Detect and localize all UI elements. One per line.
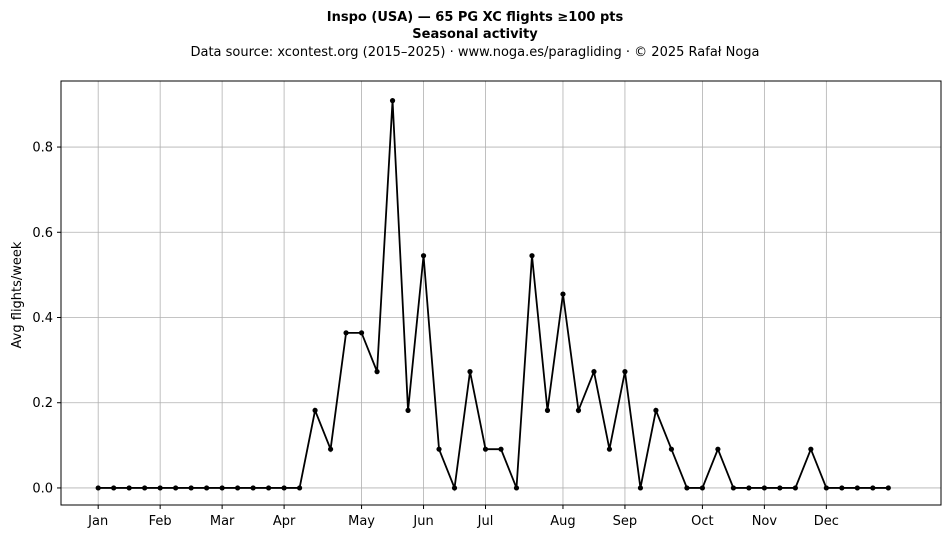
data-point: [482, 446, 489, 452]
data-point: [746, 485, 752, 491]
series-layer: [95, 98, 891, 492]
data-point: [777, 485, 783, 491]
data-point: [870, 485, 876, 491]
data-point: [668, 446, 675, 452]
data-point: [792, 485, 798, 491]
data-point: [591, 369, 597, 375]
data-point: [761, 485, 767, 491]
y-tick-label: 0.8: [32, 141, 53, 156]
y-tick-label: 0.4: [32, 311, 53, 326]
x-tick-label: Oct: [691, 514, 713, 529]
chart-title-line2: Seasonal activity: [412, 27, 538, 42]
data-point: [730, 485, 736, 491]
data-point: [405, 407, 411, 413]
data-point: [622, 369, 628, 375]
grid: [61, 81, 941, 505]
data-point: [575, 407, 582, 413]
data-point: [653, 407, 659, 413]
data-point: [266, 485, 272, 491]
data-point: [126, 485, 132, 491]
data-point: [529, 253, 535, 259]
y-axis-label: Avg flights/week: [10, 241, 25, 348]
data-point: [684, 485, 690, 491]
data-point: [111, 485, 117, 491]
data-point: [637, 485, 644, 491]
x-tick-label: Jun: [412, 514, 433, 529]
data-point: [544, 407, 551, 413]
chart-subtitle: Data source: xcontest.org (2015–2025) · …: [190, 45, 759, 60]
data-point: [296, 485, 303, 491]
data-point: [374, 369, 380, 375]
plot-frame: [60, 80, 942, 506]
x-tick-label: Feb: [149, 514, 172, 529]
data-point: [327, 446, 334, 452]
x-tick-label: Nov: [752, 514, 778, 529]
data-point: [389, 98, 396, 104]
x-tick-label: Dec: [814, 514, 839, 529]
x-tick-label: Mar: [210, 514, 235, 529]
x-tick-label: Jul: [477, 514, 494, 529]
data-point: [808, 446, 814, 452]
y-tick-label: 0.6: [32, 226, 53, 241]
data-point: [606, 446, 613, 452]
data-point: [250, 485, 256, 491]
chart-title-line1: Inspo (USA) — 65 PG XC flights ≥100 pts: [327, 10, 624, 25]
data-point: [467, 369, 473, 375]
data-point: [699, 485, 706, 491]
data-point: [560, 291, 566, 297]
data-point: [343, 330, 349, 336]
x-tick-label: Apr: [273, 514, 296, 529]
data-point: [312, 407, 318, 413]
data-point: [823, 485, 829, 491]
data-point: [451, 485, 458, 491]
data-point: [173, 485, 179, 491]
data-point: [498, 446, 504, 452]
data-point: [436, 446, 442, 452]
data-point: [95, 485, 101, 491]
data-point: [358, 330, 365, 336]
data-point: [420, 253, 427, 259]
data-point: [204, 485, 210, 491]
x-tick-label: Sep: [613, 514, 638, 529]
data-point: [188, 485, 194, 491]
data-point: [235, 485, 241, 491]
data-point: [219, 485, 225, 491]
data-point: [157, 485, 163, 491]
data-point: [281, 485, 287, 491]
ticks: Jan Feb Mar Apr May Jun Jul Aug Sep Oct Nov Dec 0.0 0…: [32, 141, 839, 529]
data-point: [854, 485, 860, 491]
data-point: [885, 485, 891, 491]
series-line: [98, 100, 889, 492]
y-tick-label: 0.2: [32, 396, 53, 411]
x-tick-label: Aug: [550, 514, 575, 529]
data-point: [513, 485, 520, 491]
x-tick-label: Jan: [87, 514, 108, 529]
data-point: [715, 446, 721, 452]
data-point: [142, 485, 148, 491]
y-tick-label: 0.0: [32, 481, 53, 496]
data-point: [839, 485, 845, 491]
x-tick-label: May: [348, 514, 375, 529]
